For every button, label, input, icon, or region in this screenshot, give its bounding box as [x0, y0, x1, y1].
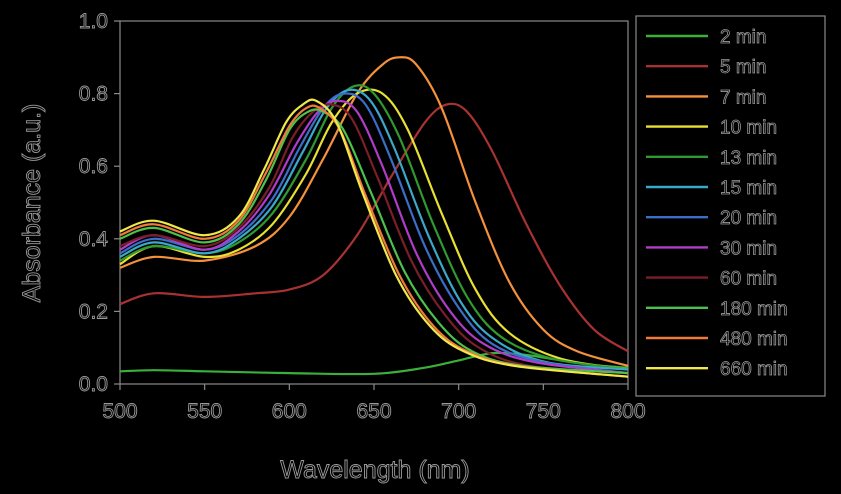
legend-label: 180 min: [720, 299, 788, 320]
legend-label: 15 min: [720, 178, 777, 199]
series-line-480-min: [119, 104, 629, 378]
legend-item: 60 min: [646, 268, 777, 290]
legend-label: 7 min: [720, 87, 766, 108]
legend-item: 5 min: [646, 57, 767, 79]
legend-label: 5 min: [720, 57, 766, 78]
series-line-60-min: [119, 103, 629, 375]
x-tick-label: 750: [526, 400, 561, 423]
legend-label: 2 min: [720, 27, 766, 48]
series-line-10-min: [119, 88, 629, 371]
x-axis-title: Wavelength (nm): [280, 456, 469, 484]
series-line-5-min: [119, 102, 629, 353]
legend-item: 30 min: [646, 238, 777, 260]
y-axis-title: Absorbance (a.u.): [18, 104, 46, 303]
legend: 2 min 5 min 7 min 10 min 13 min 15 min 20 min 3…: [635, 15, 826, 397]
legend-item: 660 min: [646, 359, 788, 381]
y-axis-ticks: 0.0 0.2 0.4 0.6 0.8 1.0: [78, 10, 120, 396]
y-tick-label: 1.0: [79, 10, 108, 33]
legend-label: 13 min: [720, 148, 777, 169]
legend-item: 480 min: [646, 329, 788, 350]
legend-item: 10 min: [646, 117, 777, 139]
x-tick-label: 550: [187, 400, 222, 423]
y-tick-label: 0.2: [79, 300, 108, 323]
x-tick-label: 650: [356, 400, 391, 423]
legend-label: 30 min: [720, 238, 777, 259]
x-tick-label: 700: [441, 400, 476, 423]
legend-label: 10 min: [720, 118, 777, 139]
legend-label: 20 min: [720, 208, 777, 229]
legend-item: 13 min: [646, 147, 777, 169]
y-tick-label: 0.8: [79, 83, 108, 106]
legend-item: 20 min: [646, 208, 777, 230]
x-tick-label: 600: [272, 400, 307, 423]
legend-label: 660 min: [720, 359, 788, 380]
series-lines: [119, 56, 629, 378]
legend-item: 15 min: [646, 178, 777, 199]
x-tick-label: 800: [610, 400, 645, 423]
legend-label: 60 min: [720, 269, 777, 290]
y-tick-label: 0.4: [79, 228, 109, 251]
series-line-7-min: [119, 56, 629, 367]
x-tick-label: 500: [102, 400, 137, 423]
legend-label: 480 min: [720, 329, 788, 350]
legend-item: 7 min: [646, 87, 767, 109]
y-tick-label: 0.0: [79, 373, 108, 396]
legend-item: 2 min: [646, 27, 767, 48]
series-line-30-min: [119, 99, 629, 375]
y-tick-label: 0.6: [79, 155, 108, 178]
legend-item: 180 min: [646, 298, 788, 320]
series-line-660-min: [119, 98, 629, 378]
legend-box: [635, 15, 826, 397]
x-axis-ticks: 500 550 600 650 700 750 800: [102, 384, 646, 423]
series-line-15-min: [119, 88, 629, 371]
